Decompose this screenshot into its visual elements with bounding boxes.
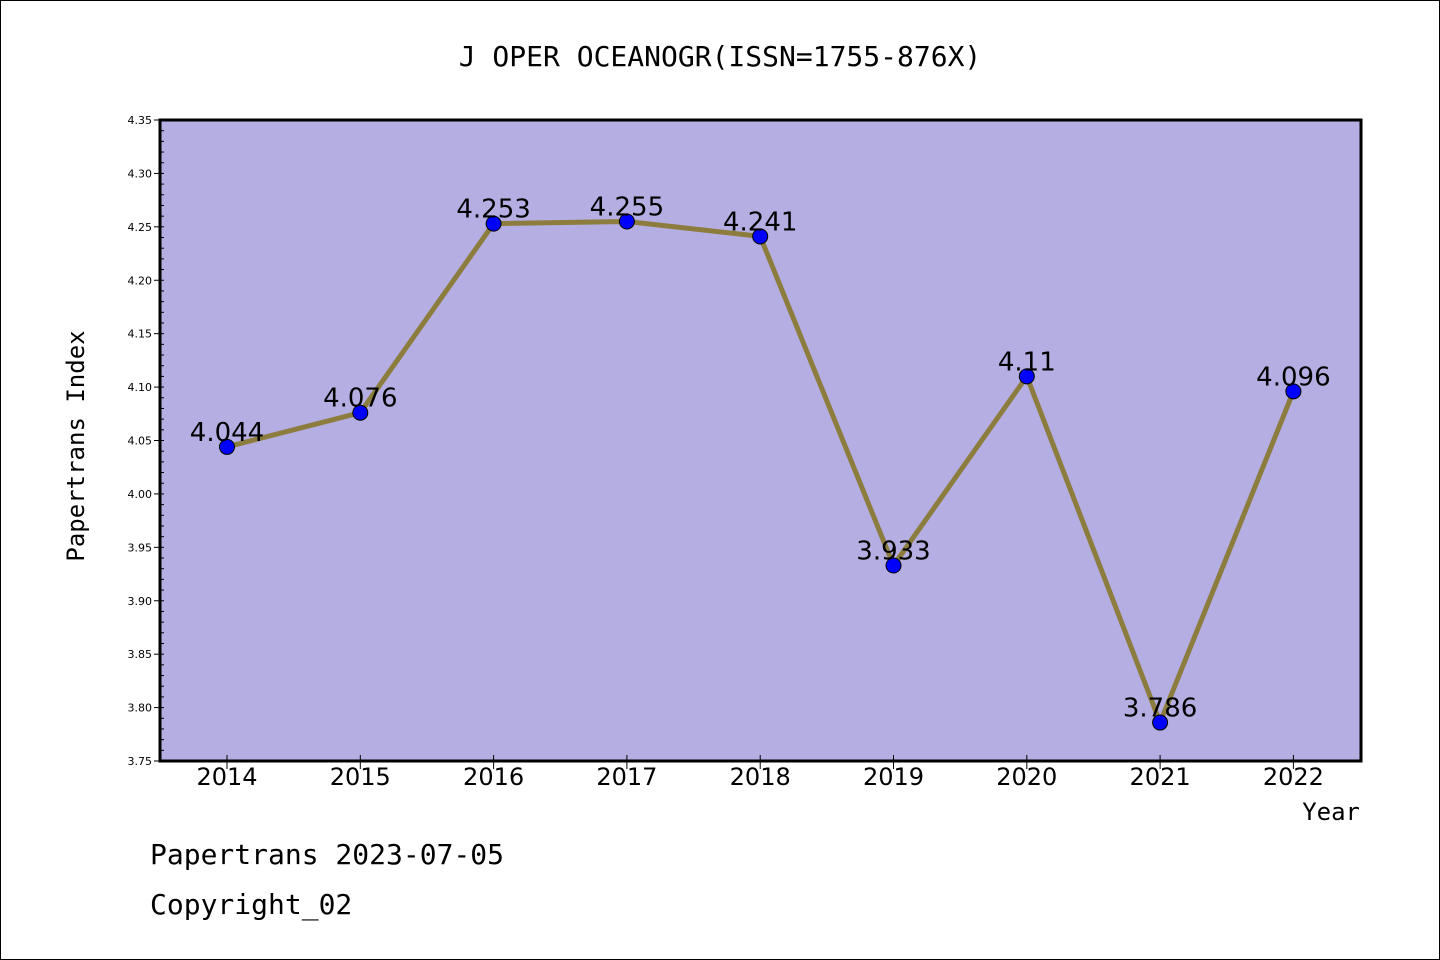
y-tick-label: 4.15 [128, 328, 153, 341]
data-label: 3.786 [1123, 694, 1197, 724]
data-point [885, 557, 902, 574]
data-label: 4.11 [998, 347, 1056, 377]
series-line-group [219, 213, 1302, 731]
y-tick-label: 4.25 [128, 221, 153, 234]
y-tick-label: 4.35 [128, 114, 153, 127]
x-tick-label: 2020 [996, 763, 1057, 791]
x-tick-label: 2014 [196, 763, 257, 791]
footer-date: Papertrans 2023-07-05 [150, 838, 504, 871]
y-tick-label: 3.90 [128, 595, 153, 608]
data-label: 4.255 [590, 192, 664, 222]
plot-area [158, 118, 1363, 763]
x-tick-label: 2022 [1263, 763, 1324, 791]
x-tick-label: 2016 [463, 763, 524, 791]
y-axis: 3.75 3.80 3.85 3.90 3.95 4.00 4.05 4.10 4.15 4.20… [128, 114, 164, 768]
x-tick-label: 2015 [330, 763, 391, 791]
y-tick-label: 3.80 [128, 702, 153, 715]
data-label: 4.241 [723, 207, 797, 237]
x-tick-label: 2018 [730, 763, 791, 791]
data-point [1152, 714, 1169, 731]
y-tick-label: 4.05 [128, 435, 153, 448]
data-label: 4.044 [190, 418, 264, 448]
y-tick-label: 4.30 [128, 167, 153, 180]
x-axis-label: Year [1302, 798, 1360, 826]
y-axis-label: Papertrans Index [62, 330, 90, 561]
x-axis: 2014 2015 2016 2017 2018 2019 2020 2021 2022 [196, 755, 1324, 791]
y-tick-label: 4.10 [128, 381, 153, 394]
y-tick-label: 4.00 [128, 488, 153, 501]
data-label: 3.933 [856, 536, 930, 566]
data-label: 4.096 [1256, 362, 1330, 392]
y-tick-label: 4.20 [128, 274, 153, 287]
footer-copyright: Copyright_02 [150, 888, 352, 922]
data-point [1285, 383, 1302, 400]
data-point [752, 228, 769, 245]
data-label: 4.076 [323, 384, 397, 414]
data-point [485, 215, 502, 232]
chart-title: J OPER OCEANOGR(ISSN=1755-876X) [459, 40, 982, 73]
x-tick-label: 2017 [596, 763, 657, 791]
data-label: 4.253 [456, 195, 530, 225]
data-point [1018, 368, 1035, 385]
x-tick-label: 2019 [863, 763, 924, 791]
x-tick-label: 2021 [1130, 763, 1191, 791]
y-tick-label: 3.75 [128, 755, 153, 768]
data-point [618, 213, 635, 230]
y-tick-label: 3.95 [128, 541, 153, 554]
data-label-group: 4.044 4.076 4.253 4.255 4.241 3.933 4.11 3.786 4… [190, 192, 1331, 723]
y-tick-label: 3.85 [128, 648, 153, 661]
data-point [219, 438, 235, 455]
data-point [352, 404, 369, 421]
